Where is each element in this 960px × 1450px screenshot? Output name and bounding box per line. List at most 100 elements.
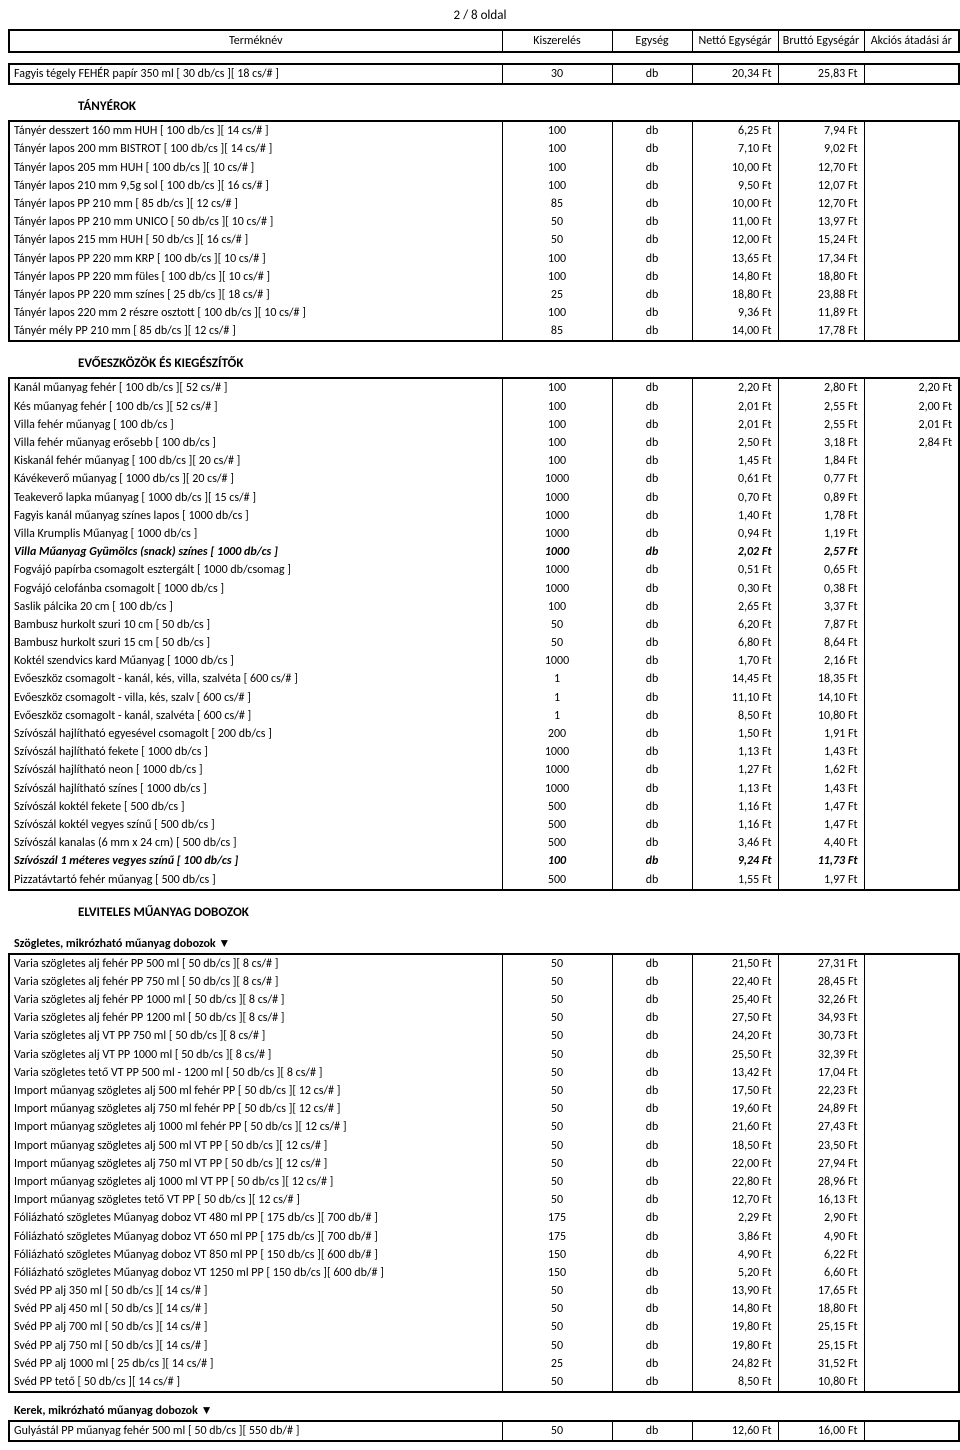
cell-sale <box>864 140 959 158</box>
cell-net: 7,10 Ft <box>692 140 778 158</box>
cell-name: Svéd PP tető [ 50 db/cs ][ 14 cs/# ] <box>9 1373 502 1392</box>
cell-name: Szívószál hajlítható fekete [ 1000 db/cs… <box>9 743 502 761</box>
cell-net: 13,65 Ft <box>692 250 778 268</box>
cell-unit: db <box>612 213 692 231</box>
cell-pack: 50 <box>502 1337 612 1355</box>
cell-name: Varia szögletes alj fehér PP 750 ml [ 50… <box>9 973 502 991</box>
cell-sale <box>864 991 959 1009</box>
table-row: Szívószál 1 méteres vegyes színű [ 100 d… <box>9 852 959 870</box>
cell-sale <box>864 1155 959 1173</box>
cell-name: Tányér lapos 210 mm 9,5g sol [ 100 db/cs… <box>9 177 502 195</box>
cell-pack: 1 <box>502 670 612 688</box>
cell-pack: 1 <box>502 689 612 707</box>
cell-gross: 11,73 Ft <box>778 852 864 870</box>
cell-unit: db <box>612 561 692 579</box>
cell-pack: 50 <box>502 1064 612 1082</box>
cell-name: Tányér lapos PP 210 mm [ 85 db/cs ][ 12 … <box>9 195 502 213</box>
cell-unit: db <box>612 761 692 779</box>
cell-name: Tányér lapos PP 210 mm UNICO [ 50 db/cs … <box>9 213 502 231</box>
cell-gross: 8,64 Ft <box>778 634 864 652</box>
cell-gross: 13,97 Ft <box>778 213 864 231</box>
cell-unit: db <box>612 1155 692 1173</box>
cell-gross: 0,77 Ft <box>778 470 864 488</box>
cell-name: Fogvájó celofánba csomagolt [ 1000 db/cs… <box>9 580 502 598</box>
th-unit: Egység <box>612 30 692 52</box>
cell-gross: 27,94 Ft <box>778 1155 864 1173</box>
table-row: Szívószál koktél fekete [ 500 db/cs ]500… <box>9 798 959 816</box>
cell-sale <box>864 1118 959 1136</box>
cell-name: Szívószál 1 méteres vegyes színű [ 100 d… <box>9 852 502 870</box>
cell-sale <box>864 1173 959 1191</box>
cell-name: Svéd PP alj 750 ml [ 50 db/cs ][ 14 cs/#… <box>9 1337 502 1355</box>
cell-unit: db <box>612 816 692 834</box>
cell-pack: 1000 <box>502 489 612 507</box>
cell-net: 25,50 Ft <box>692 1046 778 1064</box>
cell-sale <box>864 707 959 725</box>
table-row: Kávékeverő műanyag [ 1000 db/cs ][ 20 cs… <box>9 470 959 488</box>
cell-gross: 1,78 Ft <box>778 507 864 525</box>
cell-name: Kés műanyag fehér [ 100 db/cs ][ 52 cs/#… <box>9 398 502 416</box>
table-row: Bambusz hurkolt szuri 15 cm [ 50 db/cs ]… <box>9 634 959 652</box>
cell-net: 18,80 Ft <box>692 286 778 304</box>
cell-net: 3,86 Ft <box>692 1228 778 1246</box>
cell-pack: 1000 <box>502 761 612 779</box>
table-row: Svéd PP alj 750 ml [ 50 db/cs ][ 14 cs/#… <box>9 1337 959 1355</box>
cell-pack: 50 <box>502 1046 612 1064</box>
cell-pack: 200 <box>502 725 612 743</box>
section-title: ELVITELES MŰANYAG DOBOZOK <box>8 891 952 926</box>
table-row: Evőeszköz csomagolt - kanál, kés, villa,… <box>9 670 959 688</box>
cell-net: 18,50 Ft <box>692 1137 778 1155</box>
cell-pack: 1000 <box>502 507 612 525</box>
table-row: Kés műanyag fehér [ 100 db/cs ][ 52 cs/#… <box>9 398 959 416</box>
cell-unit: db <box>612 543 692 561</box>
cell-sale <box>864 195 959 213</box>
cell-sale <box>864 213 959 231</box>
cell-gross: 31,52 Ft <box>778 1355 864 1373</box>
cell-gross: 25,83 Ft <box>778 64 864 84</box>
cell-net: 2,20 Ft <box>692 378 778 397</box>
table-row: Svéd PP alj 1000 ml [ 25 db/cs ][ 14 cs/… <box>9 1355 959 1373</box>
cell-gross: 27,43 Ft <box>778 1118 864 1136</box>
cell-unit: db <box>612 525 692 543</box>
cell-unit: db <box>612 1264 692 1282</box>
cell-unit: db <box>612 580 692 598</box>
cell-net: 6,20 Ft <box>692 616 778 634</box>
cell-unit: db <box>612 268 692 286</box>
cell-name: Svéd PP alj 350 ml [ 50 db/cs ][ 14 cs/#… <box>9 1282 502 1300</box>
table-row: Svéd PP alj 350 ml [ 50 db/cs ][ 14 cs/#… <box>9 1282 959 1300</box>
section-table: Gulyástál PP műanyag fehér 500 ml [ 50 d… <box>8 1420 960 1442</box>
table-row: Bambusz hurkolt szuri 10 cm [ 50 db/cs ]… <box>9 616 959 634</box>
cell-gross: 23,88 Ft <box>778 286 864 304</box>
cell-net: 10,00 Ft <box>692 195 778 213</box>
cell-name: Fóliázható szögletes Műanyag doboz VT 12… <box>9 1264 502 1282</box>
cell-net: 2,01 Ft <box>692 398 778 416</box>
cell-pack: 50 <box>502 1027 612 1045</box>
cell-gross: 2,55 Ft <box>778 398 864 416</box>
cell-sale <box>864 1137 959 1155</box>
table-row: Koktél szendvics kard Műanyag [ 1000 db/… <box>9 652 959 670</box>
cell-gross: 4,90 Ft <box>778 1228 864 1246</box>
cell-net: 1,40 Ft <box>692 507 778 525</box>
cell-net: 14,80 Ft <box>692 268 778 286</box>
cell-sale <box>864 250 959 268</box>
cell-gross: 7,94 Ft <box>778 121 864 140</box>
cell-net: 2,02 Ft <box>692 543 778 561</box>
cell-gross: 16,00 Ft <box>778 1421 864 1441</box>
cell-gross: 22,23 Ft <box>778 1082 864 1100</box>
th-pack: Kiszerelés <box>502 30 612 52</box>
cell-gross: 30,73 Ft <box>778 1027 864 1045</box>
cell-sale <box>864 286 959 304</box>
cell-net: 9,24 Ft <box>692 852 778 870</box>
cell-pack: 150 <box>502 1246 612 1264</box>
cell-net: 10,00 Ft <box>692 159 778 177</box>
cell-gross: 18,35 Ft <box>778 670 864 688</box>
table-row: Varia szögletes alj fehér PP 750 ml [ 50… <box>9 973 959 991</box>
cell-name: Varia szögletes alj VT PP 1000 ml [ 50 d… <box>9 1046 502 1064</box>
cell-name: Villa Műanyag Gyümölcs (snack) színes [ … <box>9 543 502 561</box>
cell-gross: 2,57 Ft <box>778 543 864 561</box>
table-row: Import műanyag szögletes alj 1000 ml feh… <box>9 1118 959 1136</box>
cell-pack: 50 <box>502 1318 612 1336</box>
cell-sale <box>864 852 959 870</box>
cell-gross: 10,80 Ft <box>778 707 864 725</box>
table-row: Varia szögletes alj fehér PP 1000 ml [ 5… <box>9 991 959 1009</box>
